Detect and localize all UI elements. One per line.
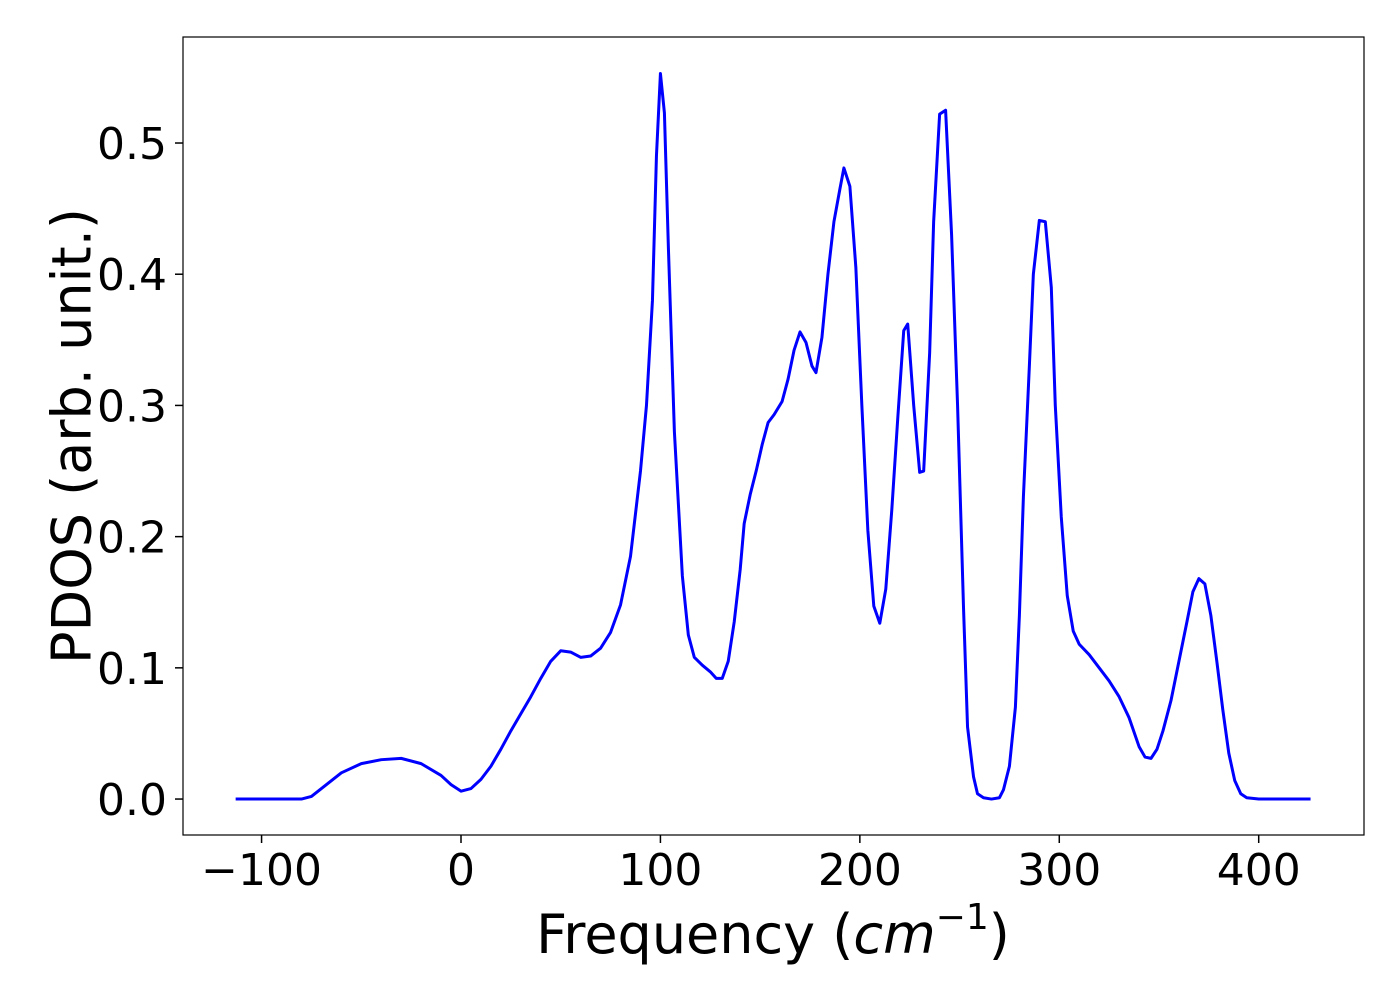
x-tick-label: −100 xyxy=(201,845,322,896)
y-tick-label: 0.4 xyxy=(97,250,167,301)
plot-frame xyxy=(182,36,1365,836)
y-tick-label: 0.5 xyxy=(97,119,167,170)
x-axis-label: Frequency (cm−1) xyxy=(536,897,1010,966)
x-tick-label: 400 xyxy=(1217,845,1301,896)
data-line xyxy=(235,71,1311,801)
y-tick-label: 0.0 xyxy=(97,775,167,826)
x-label-part: ) xyxy=(989,903,1010,966)
x-label-part: Frequency ( xyxy=(536,903,853,966)
y-axis-label: PDOS (arb. unit.) xyxy=(41,208,104,664)
x-tick-label: 200 xyxy=(818,845,902,896)
x-tick-label: 300 xyxy=(1017,845,1101,896)
y-tick-label: 0.3 xyxy=(97,381,167,432)
x-label-part: cm xyxy=(853,903,935,966)
x-tick-label: 100 xyxy=(618,845,702,896)
y-tick-label: 0.2 xyxy=(97,513,167,564)
x-label-part: −1 xyxy=(936,897,989,938)
x-tick-label: 0 xyxy=(447,845,475,896)
y-tick-label: 0.1 xyxy=(97,644,167,695)
